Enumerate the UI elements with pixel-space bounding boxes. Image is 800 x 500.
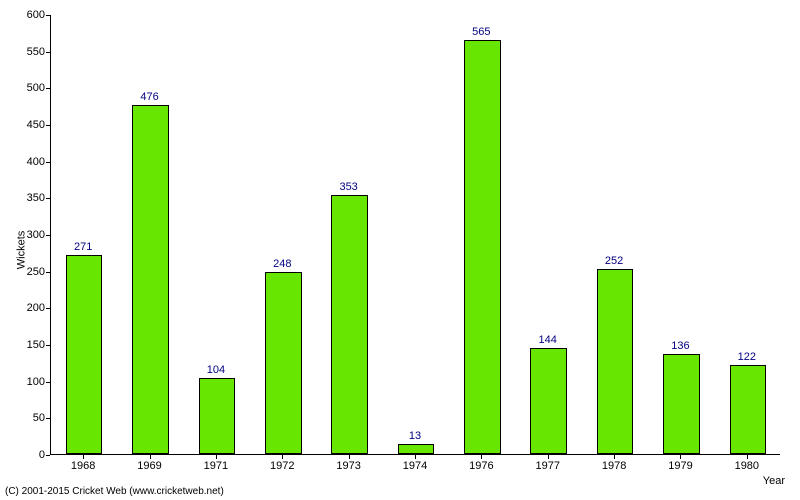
bar	[464, 40, 501, 454]
bar-value-label: 353	[339, 181, 357, 193]
x-tick-mark	[216, 455, 217, 459]
x-tick-mark	[747, 455, 748, 459]
bar	[331, 195, 368, 454]
y-tick-label: 600	[5, 9, 45, 21]
bar-value-label: 252	[605, 255, 623, 267]
y-tick-mark	[46, 308, 50, 309]
y-tick-label: 350	[5, 192, 45, 204]
y-tick-label: 250	[5, 266, 45, 278]
bar	[663, 354, 700, 454]
x-tick-mark	[481, 455, 482, 459]
y-tick-mark	[46, 88, 50, 89]
y-tick-mark	[46, 52, 50, 53]
bar-value-label: 136	[671, 340, 689, 352]
x-tick-label: 1972	[270, 460, 294, 472]
x-tick-mark	[415, 455, 416, 459]
x-tick-mark	[282, 455, 283, 459]
x-tick-label: 1979	[668, 460, 692, 472]
chart-container: Wickets Year (C) 2001-2015 Cricket Web (…	[0, 0, 800, 500]
bar-value-label: 104	[207, 364, 225, 376]
footer-text: (C) 2001-2015 Cricket Web (www.cricketwe…	[5, 486, 224, 497]
x-tick-mark	[349, 455, 350, 459]
x-tick-label: 1978	[602, 460, 626, 472]
y-tick-mark	[46, 345, 50, 346]
y-tick-label: 400	[5, 156, 45, 168]
bar-value-label: 122	[738, 351, 756, 363]
y-tick-label: 300	[5, 229, 45, 241]
y-tick-label: 500	[5, 82, 45, 94]
x-tick-label: 1973	[336, 460, 360, 472]
x-tick-label: 1976	[469, 460, 493, 472]
x-tick-mark	[680, 455, 681, 459]
bar	[66, 255, 103, 454]
y-tick-mark	[46, 272, 50, 273]
bar	[730, 365, 767, 454]
x-tick-label: 1977	[535, 460, 559, 472]
y-tick-label: 100	[5, 376, 45, 388]
bar-value-label: 565	[472, 26, 490, 38]
bar	[199, 378, 236, 454]
y-tick-label: 450	[5, 119, 45, 131]
bar-value-label: 271	[74, 241, 92, 253]
y-tick-label: 50	[5, 412, 45, 424]
x-tick-mark	[83, 455, 84, 459]
bar	[530, 348, 567, 454]
y-tick-mark	[46, 125, 50, 126]
plot-area	[50, 15, 780, 455]
y-tick-mark	[46, 162, 50, 163]
x-tick-label: 1974	[403, 460, 427, 472]
x-axis-title: Year	[763, 475, 785, 487]
bar-value-label: 476	[140, 91, 158, 103]
x-tick-mark	[150, 455, 151, 459]
x-tick-mark	[614, 455, 615, 459]
bar	[597, 269, 634, 454]
y-tick-mark	[46, 382, 50, 383]
bar-value-label: 248	[273, 258, 291, 270]
y-tick-mark	[46, 455, 50, 456]
y-tick-mark	[46, 235, 50, 236]
x-tick-label: 1968	[71, 460, 95, 472]
bar	[132, 105, 169, 454]
x-tick-label: 1969	[137, 460, 161, 472]
bar	[398, 444, 435, 454]
bar	[265, 272, 302, 454]
y-tick-label: 200	[5, 302, 45, 314]
y-tick-mark	[46, 418, 50, 419]
y-tick-label: 0	[5, 449, 45, 461]
y-tick-mark	[46, 198, 50, 199]
y-tick-label: 150	[5, 339, 45, 351]
x-tick-mark	[548, 455, 549, 459]
x-tick-label: 1980	[735, 460, 759, 472]
y-tick-mark	[46, 15, 50, 16]
y-tick-label: 550	[5, 46, 45, 58]
x-tick-label: 1971	[204, 460, 228, 472]
bar-value-label: 13	[409, 430, 421, 442]
bar-value-label: 144	[539, 334, 557, 346]
